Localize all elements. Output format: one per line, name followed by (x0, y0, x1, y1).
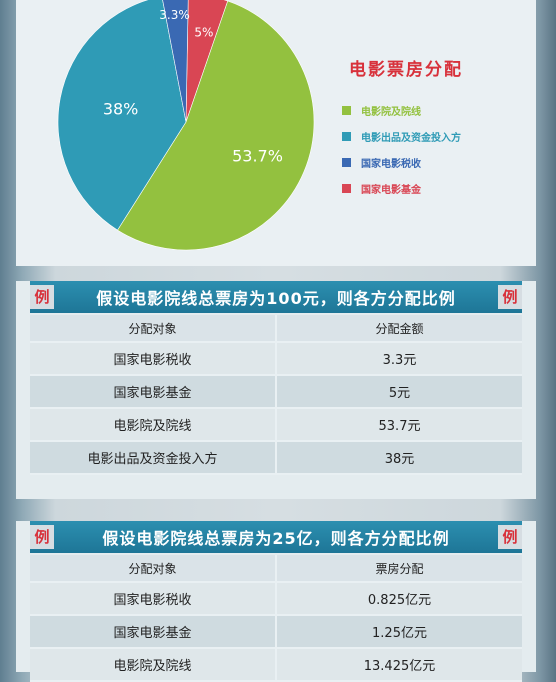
slice-label: 38% (103, 100, 139, 119)
legend-swatch (342, 105, 351, 115)
table-heading-bar: 例 假设电影院线总票房为25亿，则各方分配比例 例 (30, 521, 522, 553)
legend-item: 国家电影基金 (342, 175, 461, 201)
table-cell: 国家电影税收 (30, 342, 277, 376)
table-cell: 3.3元 (276, 342, 522, 376)
table-heading: 假设电影院线总票房为100元，则各方分配比例 (96, 289, 456, 308)
table-heading: 假设电影院线总票房为25亿，则各方分配比例 (102, 529, 450, 548)
legend-item: 电影院及院线 (342, 97, 461, 123)
table-cell: 国家电影税收 (30, 582, 277, 616)
allocation-table: 分配对象 分配金额 国家电影税收 3.3元 国家电影基金 5元 电影院及院线 5… (30, 315, 522, 475)
table-cell: 1.25亿元 (276, 615, 522, 649)
column-header: 分配对象 (30, 315, 277, 343)
table-cell: 国家电影基金 (30, 615, 277, 649)
table-row: 电影院及院线 13.425亿元 (30, 648, 522, 682)
example-badge: 例 (30, 285, 54, 309)
example-table-100: 例 假设电影院线总票房为100元，则各方分配比例 例 分配对象 分配金额 国家电… (16, 281, 536, 499)
example-badge: 例 (30, 525, 54, 549)
table-row: 电影出品及资金投入方 38元 (30, 441, 522, 475)
table-cell: 电影出品及资金投入方 (30, 441, 277, 475)
table-cell: 0.825亿元 (276, 582, 522, 616)
legend-label: 国家电影基金 (361, 184, 421, 196)
table-row: 国家电影税收 0.825亿元 (30, 582, 522, 616)
legend-label: 电影出品及资金投入方 (361, 132, 461, 144)
table-heading-bar: 例 假设电影院线总票房为100元，则各方分配比例 例 (30, 281, 522, 313)
table-cell: 13.425亿元 (276, 648, 522, 682)
table-header-row: 分配对象 票房分配 (30, 555, 522, 583)
legend-swatch (342, 183, 351, 193)
table-row: 国家电影税收 3.3元 (30, 342, 522, 376)
slice-label: 5% (194, 26, 213, 40)
column-header: 票房分配 (276, 555, 522, 583)
table-cell: 53.7元 (276, 408, 522, 442)
legend-label: 电影院及院线 (361, 106, 421, 118)
example-badge: 例 (498, 285, 522, 309)
column-header: 分配金额 (276, 315, 522, 343)
legend-item: 国家电影税收 (342, 149, 461, 175)
slice-label: 3.3% (159, 8, 190, 22)
table-cell: 5元 (276, 375, 522, 409)
legend-swatch (342, 157, 351, 167)
table-cell: 电影院及院线 (30, 408, 277, 442)
pie-chart-panel: 5% 53.7% 38% 3.3% 电影票房分配 电影院及院线 电影出品及资金投入方 … (16, 0, 536, 266)
table-cell: 电影院及院线 (30, 648, 277, 682)
legend-item: 电影出品及资金投入方 (342, 123, 461, 149)
allocation-table: 分配对象 票房分配 国家电影税收 0.825亿元 国家电影基金 1.25亿元 电… (30, 555, 522, 682)
chart-title: 电影票房分配 (349, 60, 463, 80)
column-header: 分配对象 (30, 555, 277, 583)
example-badge: 例 (498, 525, 522, 549)
legend-label: 国家电影税收 (361, 158, 421, 170)
table-row: 国家电影基金 5元 (30, 375, 522, 409)
pie-slice (57, 0, 187, 231)
pie-slice (162, 0, 189, 123)
table-cell: 38元 (276, 441, 522, 475)
slice-label: 53.7% (232, 146, 283, 165)
legend: 电影院及院线 电影出品及资金投入方 国家电影税收 国家电影基金 (342, 97, 461, 201)
table-header-row: 分配对象 分配金额 (30, 315, 522, 343)
pie-slice (117, 0, 315, 251)
pie-chart: 5% 53.7% 38% 3.3% (57, 0, 315, 251)
table-row: 电影院及院线 53.7元 (30, 408, 522, 442)
legend-swatch (342, 131, 351, 141)
table-row: 国家电影基金 1.25亿元 (30, 615, 522, 649)
table-cell: 国家电影基金 (30, 375, 277, 409)
example-table-25yi: 例 假设电影院线总票房为25亿，则各方分配比例 例 分配对象 票房分配 国家电影… (16, 521, 536, 682)
